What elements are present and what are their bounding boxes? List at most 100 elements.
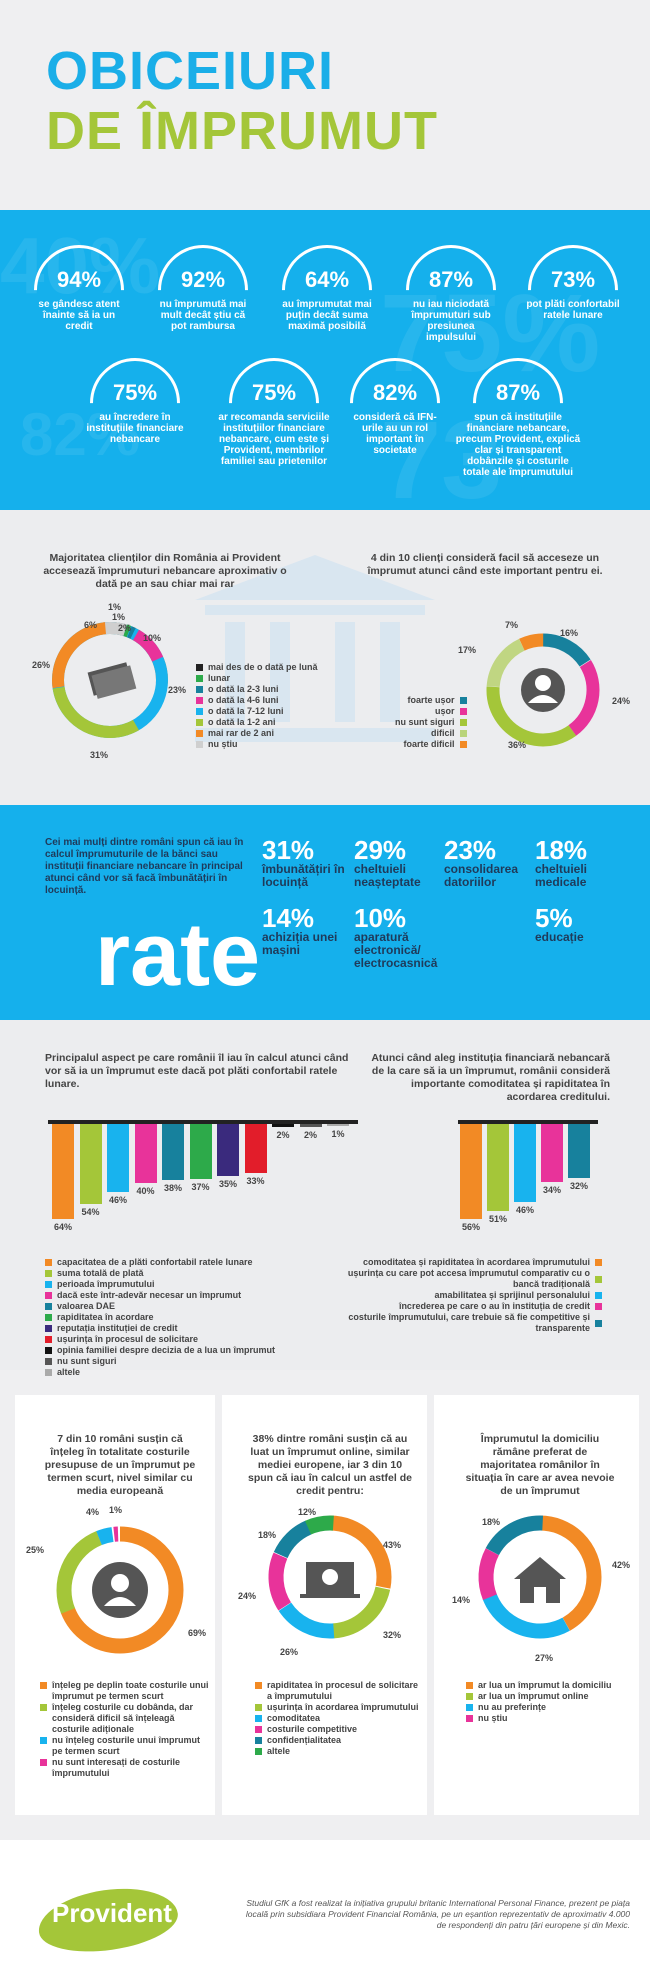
stat-item: 82% consideră că IFN-urile au un rol impo… (331, 339, 459, 467)
bottom-section: 7 din 10 români susțin că înțeleg în tot… (0, 1395, 650, 1815)
bar-value-label: 54% (81, 1207, 100, 1218)
bar1-legend-item: rapiditatea în acordare (45, 1312, 275, 1323)
online-donut (268, 1515, 392, 1639)
stat-item: 64% au împrumutat mai puțin decât suma ma… (263, 226, 391, 354)
bar1-legend-item: nu sunt siguri (45, 1356, 275, 1367)
online-label: 12% (298, 1507, 317, 1517)
bar-value-label: 1% (331, 1129, 345, 1139)
bar2-legend-item: costurile împrumutului, care trebuie să … (330, 1312, 602, 1334)
bar-value-label: 37% (191, 1181, 210, 1192)
freq-label: 1% (112, 612, 126, 622)
online-label: 32% (383, 1630, 402, 1640)
freq-label: 10% (143, 633, 162, 643)
ease-label: 16% (560, 628, 579, 638)
costs-legend: înțeleg pe deplin toate costurile unui î… (40, 1680, 210, 1779)
bar1-axis (48, 1120, 358, 1124)
bar1-legend-item: valoarea DAE (45, 1301, 275, 1312)
reason-item: 31% îmbunătățiri în locuință (262, 835, 345, 889)
freq-label: 1% (108, 602, 122, 612)
bar1-legend-item: opinia familiei despre decizia de a lua … (45, 1345, 275, 1356)
panel-online (222, 1395, 427, 1815)
footer-note: Studiul GfK a fost realizat la inițiativ… (245, 1898, 630, 1930)
ease-legend: foarte ușor ușor nu sunt siguri dificil … (395, 695, 467, 750)
bar1-heading: Principalul aspect pe care românii îl ia… (45, 1052, 349, 1090)
bar2-legend-item: ușurința cu care pot accesa împrumutul c… (330, 1268, 602, 1290)
bar2-heading: Atunci când aleg instituția financiară n… (371, 1052, 610, 1103)
bar1-legend-item: ușurința în procesul de solicitare (45, 1334, 275, 1345)
bar2-legend-item: amabilitatea și sprijinul personalului (330, 1290, 602, 1301)
bar2-axis (458, 1120, 598, 1124)
ease-label: 36% (508, 740, 527, 750)
reason-item: 14% achiziția unei mașini (262, 903, 338, 957)
reason-item: 23% consolidarea datoriilor (444, 835, 519, 889)
footer: Provident Studiul GfK a fost realizat la… (0, 1840, 650, 1986)
home-heading: Împrumutul la domiciliu rămâne preferat … (465, 1433, 615, 1497)
bar1-legend-item: dacă este într-adevăr necesar un împrumu… (45, 1290, 275, 1301)
bar (568, 1124, 590, 1179)
rate-word: rate (95, 905, 261, 1005)
bank-watermark-icon (195, 555, 435, 742)
bar1-legend-item: perioada împrumutului (45, 1279, 275, 1290)
costs-label: 69% (188, 1628, 207, 1638)
costs-heading: 7 din 10 români susțin că înțeleg în tot… (44, 1433, 196, 1497)
bar (134, 1124, 157, 1184)
bar-value-label: 33% (246, 1175, 265, 1186)
bar (272, 1124, 294, 1127)
stat-item: 94% se gândesc atent înainte să ia un cre… (15, 226, 143, 354)
bar-value-label: 51% (488, 1213, 507, 1224)
home-label: 27% (535, 1653, 554, 1663)
bar (79, 1124, 102, 1205)
bar-value-label: 35% (218, 1178, 237, 1189)
title-line2: DE ÎMPRUMUT (46, 101, 438, 161)
stat-item: 75% au încredere în instituțiile financia… (71, 339, 199, 467)
panel-home (434, 1395, 639, 1815)
ease-heading: 4 din 10 clienți consideră facil să acce… (367, 552, 603, 577)
bar-value-label: 64% (53, 1222, 72, 1232)
bar1-legend-item: altele (45, 1367, 275, 1378)
home-label: 18% (482, 1517, 501, 1527)
reason-item: 18% cheltuieli medicale (535, 835, 588, 889)
bar-value-label: 2% (303, 1129, 317, 1140)
reasons-heading: Cei mai mulți dintre români spun că iau … (45, 837, 244, 896)
bar (244, 1124, 267, 1173)
freq-donut (51, 622, 168, 738)
ease-label: 24% (612, 696, 631, 706)
costs-label: 4% (86, 1507, 100, 1517)
stat-item: 75% ar recomanda serviciile instituțiilor… (204, 339, 344, 467)
online-heading: 38% dintre români susțin că au luat un î… (248, 1433, 412, 1497)
stat-item: 92% nu împrumută mai mult decât știu că p… (139, 226, 267, 354)
bar (487, 1124, 509, 1211)
stat-item: 73% pot plăti confortabil ratele lunare (509, 226, 637, 354)
ease-donut (486, 633, 600, 747)
bar1-legend-item: capacitatea de a plăti confortabil ratel… (45, 1257, 275, 1268)
costs-label: 25% (26, 1545, 45, 1555)
reason-item: 10% aparatură electronică/ electrocasnică (354, 903, 438, 970)
bar-value-label: 46% (515, 1205, 534, 1216)
online-label: 26% (280, 1647, 299, 1657)
bar (107, 1124, 129, 1193)
bar (189, 1124, 212, 1179)
bar (162, 1124, 184, 1181)
bar-value-label: 38% (163, 1183, 182, 1194)
freq-label: 2% (118, 623, 132, 633)
freq-label: 26% (32, 660, 51, 670)
stat-item: 87% nu iau niciodată împrumuturi sub pres… (387, 226, 515, 354)
bar-value-label: 46% (108, 1195, 127, 1206)
freq-heading: Majoritatea clienților din România ai Pr… (43, 552, 287, 590)
costs-donut (56, 1526, 184, 1654)
bar1-legend-item: suma totală de plată (45, 1268, 275, 1279)
reason-item: 5% educație (535, 903, 584, 944)
online-legend: rapiditatea în procesul de solicitare a … (255, 1680, 420, 1757)
bar-value-label: 2% (276, 1129, 290, 1140)
home-label: 42% (612, 1560, 631, 1570)
stats-section: 40% 75% 73 82% 94% se gândesc atent înain… (0, 210, 650, 522)
reason-item: 29% cheltuieli neașteptate (354, 835, 421, 889)
frequency-section: Majoritatea clienților din România ai Pr… (0, 510, 650, 805)
bar1-legend-item: reputația instituției de credit (45, 1323, 275, 1334)
freq-label: 31% (90, 750, 109, 760)
bar1-legend: capacitatea de a plăti confortabil ratel… (45, 1257, 275, 1378)
online-label: 43% (383, 1540, 402, 1550)
bar (514, 1124, 536, 1203)
bar-value-label: 32% (569, 1181, 588, 1192)
freq-legend: mai des de o dată pe lună lunar o dată l… (196, 662, 318, 750)
